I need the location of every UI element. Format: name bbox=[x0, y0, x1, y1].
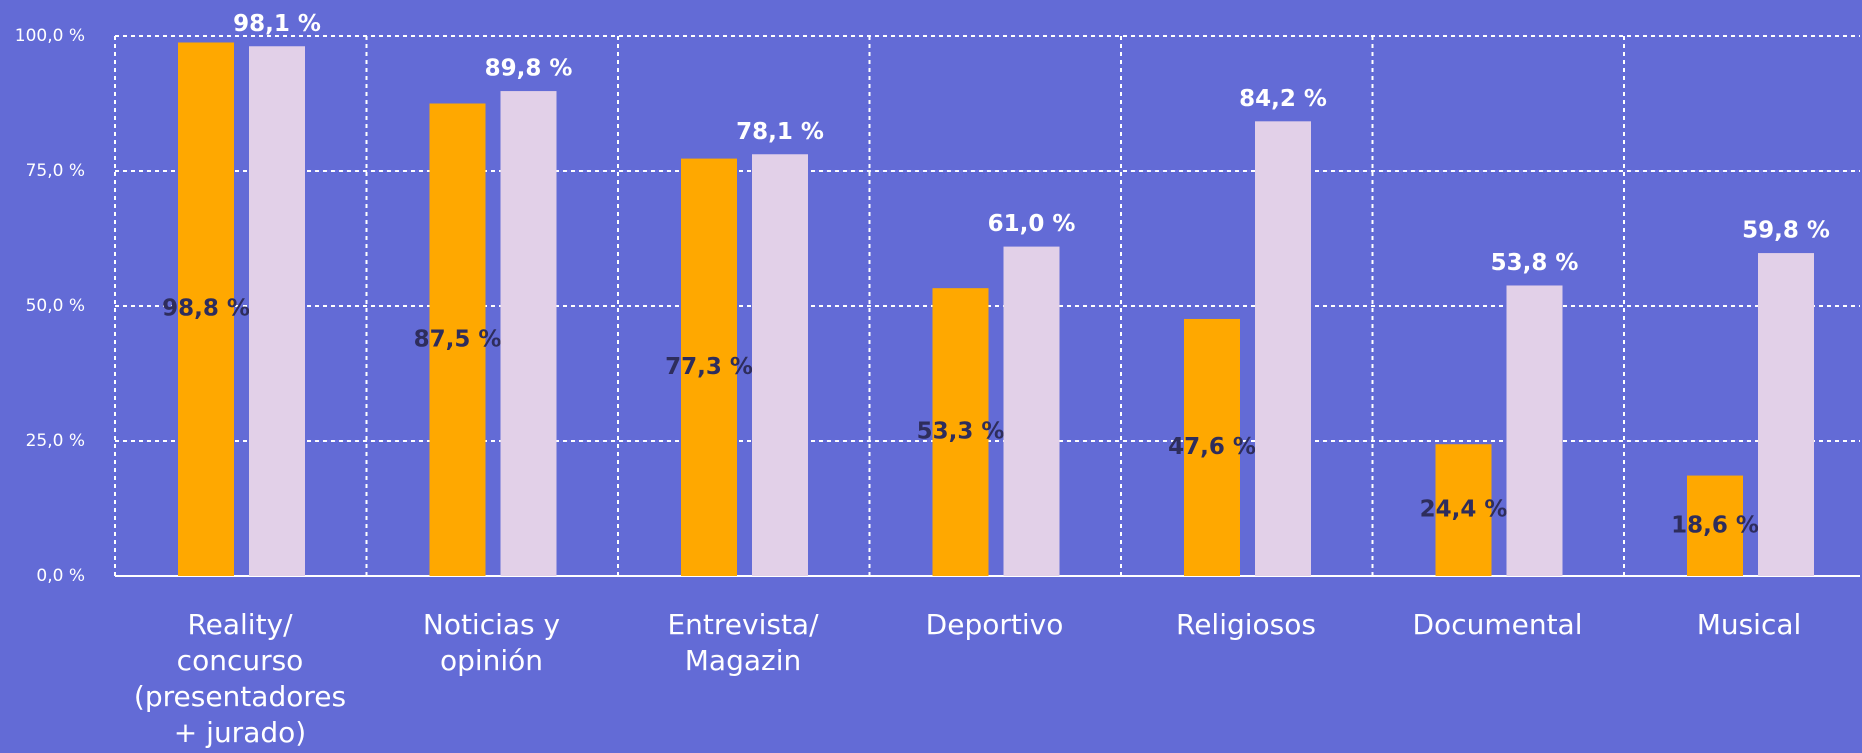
data-label: 59,8 % bbox=[1742, 218, 1830, 244]
data-label: 84,2 % bbox=[1239, 86, 1327, 112]
bar bbox=[752, 154, 808, 576]
x-tick-label: Musical bbox=[1697, 608, 1802, 641]
bar bbox=[932, 288, 989, 576]
y-tick-label: 25,0 % bbox=[26, 431, 85, 451]
x-tick-label: Entrevista/Magazin bbox=[667, 608, 819, 677]
data-label: 98,8 % bbox=[162, 296, 250, 322]
data-label: 24,4 % bbox=[1420, 497, 1508, 523]
bar bbox=[1184, 318, 1240, 576]
y-tick-label: 75,0 % bbox=[26, 161, 85, 181]
x-tick-label: Deportivo bbox=[926, 608, 1064, 641]
bar bbox=[178, 42, 234, 577]
data-label: 53,8 % bbox=[1491, 250, 1579, 276]
bar bbox=[681, 158, 737, 576]
data-label: 87,5 % bbox=[414, 326, 502, 352]
data-label: 61,0 % bbox=[988, 211, 1076, 237]
data-label: 78,1 % bbox=[736, 119, 824, 145]
y-tick-label: 50,0 % bbox=[26, 296, 85, 316]
data-label: 89,8 % bbox=[485, 56, 573, 82]
data-label: 53,3 % bbox=[917, 419, 1005, 445]
bar bbox=[1435, 444, 1492, 576]
x-tick-label: Reality/concurso (presentadores + jurado) bbox=[134, 608, 346, 749]
bar bbox=[1758, 253, 1814, 576]
data-label: 47,6 % bbox=[1168, 434, 1256, 460]
data-label: 18,6 % bbox=[1671, 512, 1759, 538]
data-label: 98,1 % bbox=[233, 11, 321, 37]
x-tick-label: Noticias y opinión bbox=[423, 608, 560, 677]
bar bbox=[249, 46, 305, 576]
y-tick-label: 0,0 % bbox=[36, 566, 85, 586]
bar bbox=[1506, 285, 1563, 576]
x-tick-label: Religiosos bbox=[1176, 608, 1316, 641]
y-tick-label: 100,0 % bbox=[15, 26, 85, 46]
bar bbox=[1255, 121, 1311, 576]
bar bbox=[500, 91, 557, 576]
bar bbox=[1687, 475, 1743, 576]
x-tick-label: Documental bbox=[1413, 608, 1583, 641]
bar bbox=[429, 103, 486, 576]
bar bbox=[1003, 246, 1060, 576]
data-label: 77,3 % bbox=[665, 354, 753, 380]
